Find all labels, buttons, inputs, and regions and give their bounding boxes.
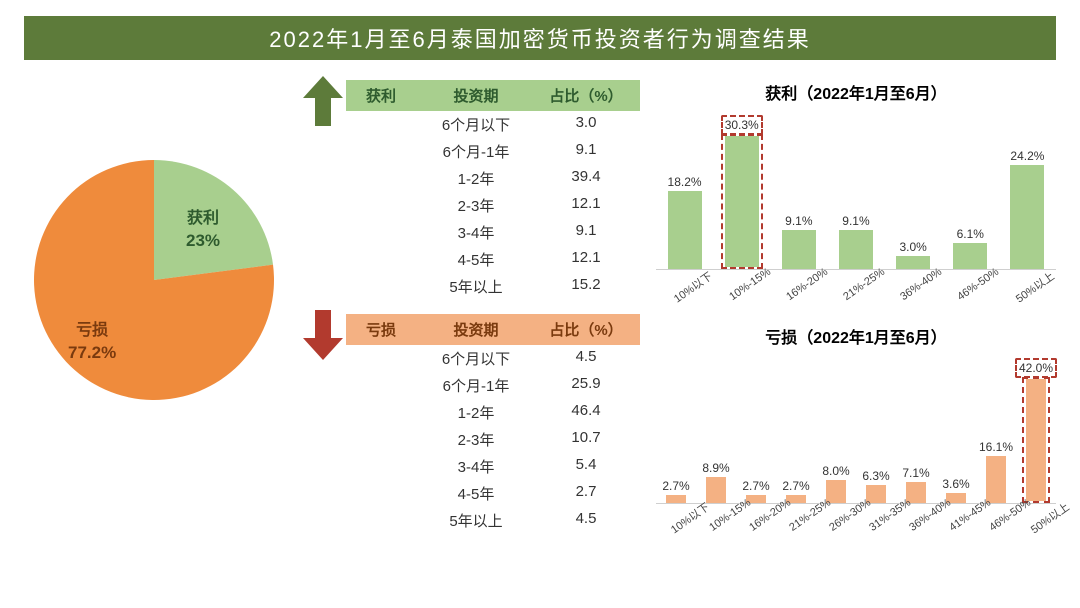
table-row: 6个月-1年 9.1 [346,138,640,165]
loss-table: 亏损 投资期 占比（%） 6个月以下 4.5 6个月-1年 25.9 1-2年 … [346,314,640,534]
table-cell: 4.5 [536,507,636,534]
table-header: 获利 投资期 占比（%） [346,80,640,111]
page-title: 2022年1月至6月泰国加密货币投资者行为调查结果 [24,16,1056,60]
bar-slot: 30.3% [718,118,766,269]
table-row: 1-2年 46.4 [346,399,640,426]
bar [1010,165,1044,269]
bar [986,456,1006,503]
table-cell: 5年以上 [416,273,536,300]
table-cell: 2-3年 [416,192,536,219]
loss-bar-title: 亏损（2022年1月至6月） [656,324,1056,348]
arrow-up-icon [300,80,346,128]
table-cell: 5年以上 [416,507,536,534]
bar-slot: 24.2% [1003,149,1051,269]
table-row: 6个月-1年 25.9 [346,372,640,399]
table-cell: 4-5年 [416,480,536,507]
pie-chart: 获利23% 亏损77.2% [24,150,284,410]
table-cell: 1-2年 [416,399,536,426]
table-row: 6个月以下 3.0 [346,111,640,138]
table-cell: 12.1 [536,246,636,273]
table-cell: 1-2年 [416,165,536,192]
table-cell: 2.7 [536,480,636,507]
pie-label-loss: 亏损77.2% [68,320,116,365]
table-cell: 9.1 [536,138,636,165]
table-cell [346,345,416,372]
bar [725,136,759,267]
table-cell: 46.4 [536,399,636,426]
loss-table-block: 亏损 投资期 占比（%） 6个月以下 4.5 6个月-1年 25.9 1-2年 … [300,314,640,534]
table-row: 4-5年 12.1 [346,246,640,273]
pie-label-profit: 获利23% [186,208,220,253]
profit-bar-chart: 获利（2022年1月至6月） 18.2%30.3%9.1%9.1%3.0%6.1… [656,80,1056,300]
table-cell: 3-4年 [416,219,536,246]
table-row: 2-3年 12.1 [346,192,640,219]
bar-slot: 42.0% [1019,361,1053,503]
profit-table-block: 获利 投资期 占比（%） 6个月以下 3.0 6个月-1年 9.1 1-2年 3… [300,80,640,300]
table-cell [346,273,416,300]
table-cell [346,453,416,480]
profit-table: 获利 投资期 占比（%） 6个月以下 3.0 6个月-1年 9.1 1-2年 3… [346,80,640,300]
table-header: 亏损 投资期 占比（%） [346,314,640,345]
table-header-cell: 投资期 [416,80,536,111]
tables-column: 获利 投资期 占比（%） 6个月以下 3.0 6个月-1年 9.1 1-2年 3… [300,80,640,534]
table-cell [346,138,416,165]
bar [1026,379,1046,501]
table-row: 5年以上 4.5 [346,507,640,534]
bar-slot: 18.2% [661,175,709,269]
table-cell [346,399,416,426]
table-cell: 4-5年 [416,246,536,273]
bar-slot: 16.1% [979,440,1013,503]
table-header-cell: 占比（%） [536,80,636,111]
table-row: 4-5年 2.7 [346,480,640,507]
table-header-cell: 亏损 [346,314,416,345]
table-cell: 3-4年 [416,453,536,480]
table-cell [346,480,416,507]
table-cell [346,165,416,192]
table-cell: 9.1 [536,219,636,246]
table-header-cell: 获利 [346,80,416,111]
table-cell [346,507,416,534]
table-header-cell: 占比（%） [536,314,636,345]
bar [668,191,702,269]
table-cell: 25.9 [536,372,636,399]
table-cell: 6个月-1年 [416,138,536,165]
table-cell [346,219,416,246]
table-cell [346,192,416,219]
table-cell [346,426,416,453]
table-row: 1-2年 39.4 [346,165,640,192]
table-cell: 15.2 [536,273,636,300]
arrow-down-icon [300,314,346,362]
table-cell: 4.5 [536,345,636,372]
table-cell: 6个月以下 [416,345,536,372]
profit-bar-title: 获利（2022年1月至6月） [656,80,1056,104]
table-cell: 2-3年 [416,426,536,453]
table-cell: 5.4 [536,453,636,480]
table-row: 3-4年 5.4 [346,453,640,480]
main-content: 获利23% 亏损77.2% 获利 投资期 占比（%） 6个月以下 3.0 6个月… [24,80,1056,534]
table-header-cell: 投资期 [416,314,536,345]
table-row: 6个月以下 4.5 [346,345,640,372]
table-cell: 3.0 [536,111,636,138]
table-row: 3-4年 9.1 [346,219,640,246]
table-row: 5年以上 15.2 [346,273,640,300]
table-cell: 39.4 [536,165,636,192]
table-cell [346,372,416,399]
loss-bar-chart: 亏损（2022年1月至6月） 2.7%8.9%2.7%2.7%8.0%6.3%7… [656,324,1056,534]
table-cell [346,246,416,273]
table-cell: 6个月以下 [416,111,536,138]
table-cell: 6个月-1年 [416,372,536,399]
table-cell: 12.1 [536,192,636,219]
bar-charts-column: 获利（2022年1月至6月） 18.2%30.3%9.1%9.1%3.0%6.1… [656,80,1056,534]
table-cell [346,111,416,138]
table-row: 2-3年 10.7 [346,426,640,453]
table-cell: 10.7 [536,426,636,453]
